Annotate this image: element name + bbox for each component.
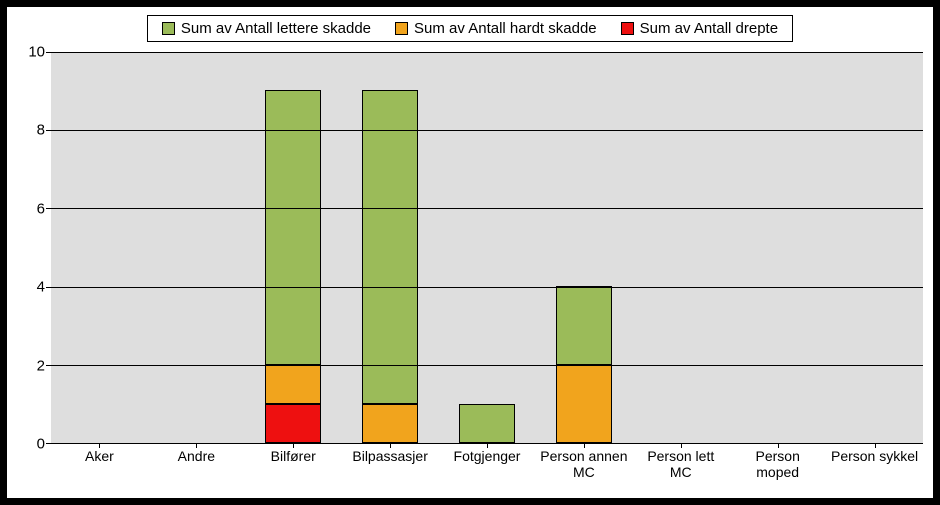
- x-tick-label: Person sykkel: [826, 444, 923, 492]
- x-tick-label: Person moped: [729, 444, 826, 492]
- x-tick: [584, 443, 585, 448]
- bar-segment-hardt: [265, 365, 321, 404]
- y-tick: [46, 287, 51, 288]
- x-tick-label: Person annen MC: [535, 444, 632, 492]
- plot-area: [51, 52, 923, 444]
- legend-label-lettere: Sum av Antall lettere skadde: [181, 20, 371, 37]
- x-tick-label: Aker: [51, 444, 148, 492]
- x-tick: [487, 443, 488, 448]
- legend-item-drepte: Sum av Antall drepte: [621, 20, 778, 37]
- y-tick-label: 8: [37, 122, 45, 139]
- y-tick: [46, 130, 51, 131]
- x-tick: [196, 443, 197, 448]
- y-tick: [46, 365, 51, 366]
- y-tick-label: 6: [37, 200, 45, 217]
- x-tick-label: Person lett MC: [632, 444, 729, 492]
- grid-line: [51, 130, 923, 131]
- legend: Sum av Antall lettere skadde Sum av Antal…: [147, 15, 793, 42]
- x-tick-label: Andre: [148, 444, 245, 492]
- bar-slot: [51, 52, 148, 443]
- x-tick: [99, 443, 100, 448]
- legend-swatch-lettere: [162, 22, 175, 35]
- grid-line: [51, 208, 923, 209]
- bar: [459, 404, 515, 443]
- x-tick: [293, 443, 294, 448]
- bars-layer: [51, 52, 923, 443]
- y-tick: [46, 208, 51, 209]
- legend-label-hardt: Sum av Antall hardt skadde: [414, 20, 597, 37]
- x-tick-label: Bilpassasjer: [342, 444, 439, 492]
- x-axis: AkerAndreBilførerBilpassasjerFotgjengerP…: [51, 444, 923, 492]
- bar-slot: [632, 52, 729, 443]
- bar-slot: [439, 52, 536, 443]
- legend-label-drepte: Sum av Antall drepte: [640, 20, 778, 37]
- bar-slot: [535, 52, 632, 443]
- bar-segment-lettere: [362, 90, 418, 404]
- legend-item-hardt: Sum av Antall hardt skadde: [395, 20, 597, 37]
- bar-segment-drepte: [265, 404, 321, 443]
- y-tick-label: 4: [37, 279, 45, 296]
- bar-slot: [245, 52, 342, 443]
- bar-segment-lettere: [459, 404, 515, 443]
- bar-segment-lettere: [556, 286, 612, 364]
- grid-line: [51, 287, 923, 288]
- legend-item-lettere: Sum av Antall lettere skadde: [162, 20, 371, 37]
- x-tick: [681, 443, 682, 448]
- x-tick-label: Fotgjenger: [439, 444, 536, 492]
- legend-swatch-drepte: [621, 22, 634, 35]
- bar: [362, 90, 418, 443]
- bar-segment-hardt: [362, 404, 418, 443]
- bar-slot: [729, 52, 826, 443]
- plot-wrap: AkerAndreBilførerBilpassasjerFotgjengerP…: [51, 52, 923, 492]
- bar-slot: [342, 52, 439, 443]
- x-tick: [390, 443, 391, 448]
- chart-frame: Sum av Antall lettere skadde Sum av Antal…: [0, 0, 940, 505]
- grid-line: [51, 365, 923, 366]
- y-axis: 0246810: [17, 52, 51, 492]
- grid-line: [51, 52, 923, 53]
- x-tick-label: Bilfører: [245, 444, 342, 492]
- legend-swatch-hardt: [395, 22, 408, 35]
- y-tick-label: 2: [37, 357, 45, 374]
- y-tick: [46, 443, 51, 444]
- bar: [265, 90, 321, 443]
- bar-slot: [826, 52, 923, 443]
- y-tick: [46, 52, 51, 53]
- x-tick: [875, 443, 876, 448]
- bar-slot: [148, 52, 245, 443]
- y-tick-label: 10: [28, 44, 45, 61]
- chart-body: 0246810 AkerAndreBilførerBilpassasjerFot…: [17, 52, 923, 492]
- x-tick: [778, 443, 779, 448]
- bar-segment-hardt: [556, 365, 612, 443]
- y-tick-label: 0: [37, 436, 45, 453]
- bar-segment-lettere: [265, 90, 321, 364]
